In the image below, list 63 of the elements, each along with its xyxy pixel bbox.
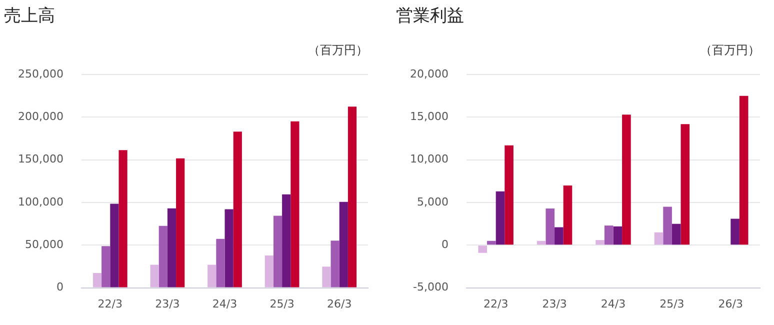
y-tick-label: 20,000	[410, 67, 448, 80]
chart-title: 売上高	[4, 5, 55, 27]
bar	[487, 240, 496, 245]
bar	[663, 206, 672, 245]
bar	[730, 218, 740, 245]
bar	[504, 145, 514, 245]
bar	[158, 226, 168, 288]
bar	[680, 124, 690, 245]
bar	[282, 194, 291, 288]
bar	[322, 266, 331, 288]
bar	[496, 191, 505, 245]
bar	[176, 158, 185, 288]
bar	[264, 255, 274, 288]
bar	[92, 273, 102, 288]
bar	[150, 264, 159, 288]
x-tick-label: 26/3	[718, 297, 743, 310]
bar	[478, 246, 488, 253]
y-tick-label: 0	[441, 238, 448, 252]
bar	[290, 121, 300, 288]
bar	[110, 204, 119, 288]
bar	[339, 202, 348, 288]
bar	[672, 224, 681, 245]
bar	[348, 106, 357, 288]
x-tick-label: 22/3	[483, 297, 508, 310]
x-tick-label: 25/3	[660, 297, 684, 310]
x-tick-label: 26/3	[326, 297, 352, 310]
y-tick-label: 10,000	[410, 152, 448, 166]
x-tick-label: 23/3	[155, 297, 180, 310]
chart-title: 営業利益	[396, 5, 464, 27]
x-tick-label: 24/3	[600, 297, 626, 310]
bar	[563, 185, 572, 245]
y-tick-label: -5,000	[413, 280, 448, 294]
bar	[596, 240, 604, 245]
bar	[554, 227, 564, 245]
x-tick-label: 24/3	[212, 297, 238, 310]
y-tick-label: 0	[56, 280, 64, 294]
bar	[546, 208, 555, 245]
bar	[273, 216, 282, 288]
bar	[102, 246, 110, 288]
bar	[604, 226, 614, 245]
y-tick-label: 250,000	[18, 67, 64, 80]
bar	[118, 150, 128, 288]
y-tick-label: 200,000	[18, 110, 64, 124]
bar	[613, 226, 622, 245]
y-tick-label: 15,000	[410, 110, 448, 124]
x-tick-label: 25/3	[270, 297, 294, 310]
bar	[208, 264, 216, 288]
bar	[167, 208, 176, 288]
y-axis-title: （百万円）	[308, 42, 368, 59]
bar	[330, 240, 340, 288]
y-axis-title: （百万円）	[700, 42, 760, 59]
y-tick-label: 100,000	[18, 195, 64, 208]
x-tick-label: 22/3	[98, 297, 122, 310]
bar	[216, 238, 225, 288]
bar	[224, 209, 234, 288]
bar	[739, 96, 748, 245]
bar	[654, 232, 664, 245]
y-tick-label: 5,000	[416, 195, 448, 208]
bar	[233, 132, 242, 288]
bar	[622, 114, 631, 245]
x-tick-label: 23/3	[542, 297, 567, 310]
y-tick-label: 50,000	[24, 238, 64, 252]
y-tick-label: 150,000	[18, 152, 64, 166]
